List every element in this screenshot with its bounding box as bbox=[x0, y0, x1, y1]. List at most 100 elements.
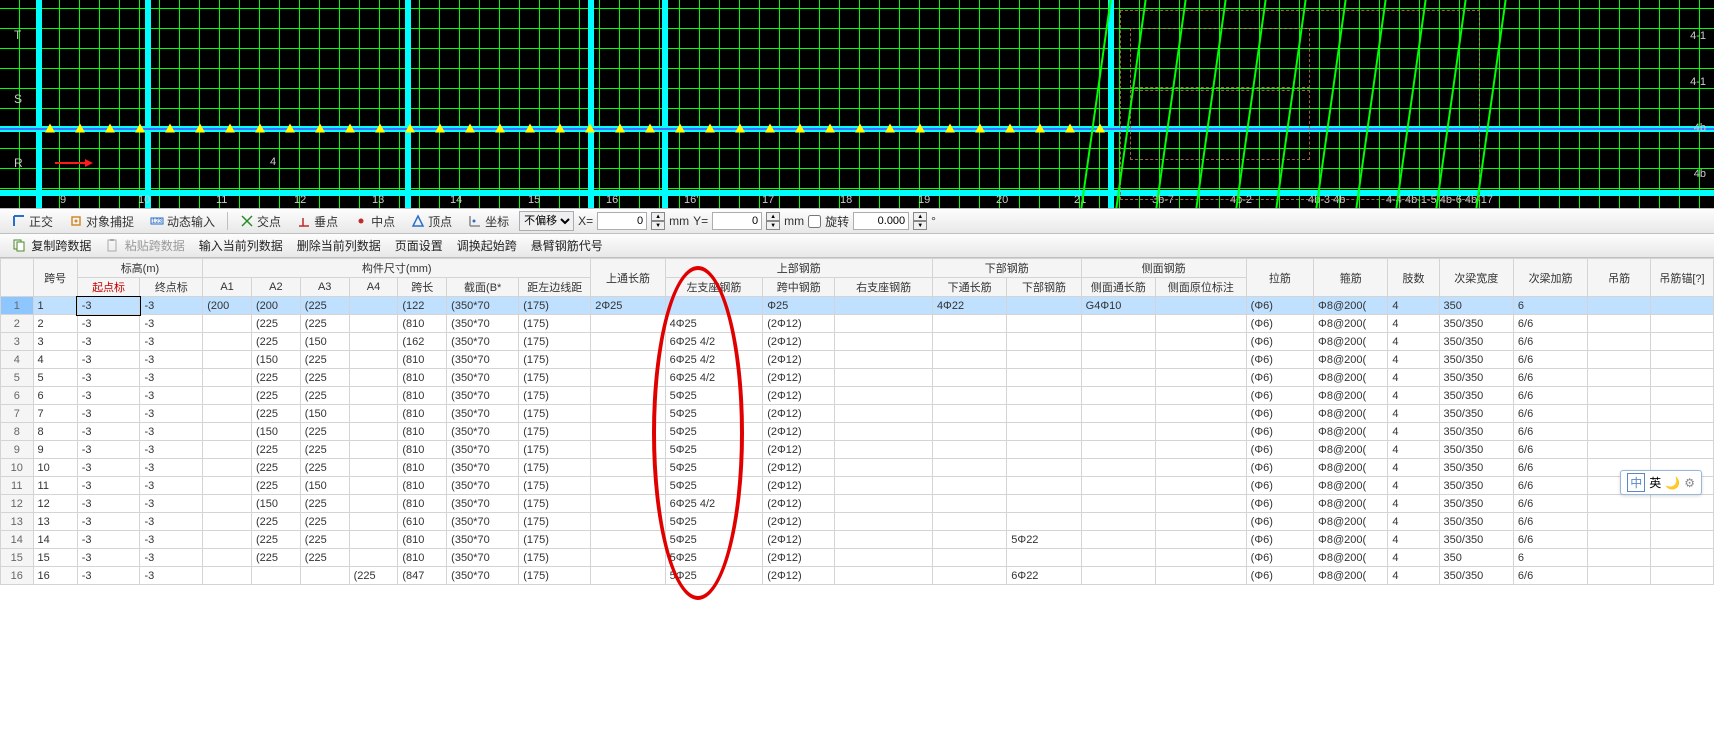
table-row[interactable]: 33-3-3(225(150(162(350*70(175)6Φ25 4/2(2… bbox=[1, 333, 1714, 351]
cell[interactable]: (175) bbox=[519, 297, 591, 315]
cell[interactable] bbox=[1156, 387, 1247, 405]
cell[interactable] bbox=[1156, 333, 1247, 351]
cell[interactable]: 16 bbox=[33, 567, 77, 585]
cell[interactable] bbox=[932, 387, 1006, 405]
cell[interactable]: (225 bbox=[300, 531, 349, 549]
cell[interactable]: (350*70 bbox=[447, 495, 519, 513]
cell[interactable]: 3 bbox=[33, 333, 77, 351]
cell[interactable] bbox=[1007, 441, 1081, 459]
cell[interactable]: -3 bbox=[140, 459, 203, 477]
cell[interactable]: -3 bbox=[77, 459, 140, 477]
cell[interactable]: -3 bbox=[77, 567, 140, 585]
cell[interactable]: -3 bbox=[77, 495, 140, 513]
cell[interactable]: (175) bbox=[519, 423, 591, 441]
table-row[interactable]: 66-3-3(225(225(810(350*70(175)5Φ25(2Φ12)… bbox=[1, 387, 1714, 405]
cell[interactable]: 6/6 bbox=[1513, 531, 1587, 549]
col-edgedist[interactable]: 距左边线距 bbox=[519, 278, 591, 297]
x-input[interactable] bbox=[597, 212, 647, 230]
cell[interactable] bbox=[835, 351, 933, 369]
copy-span-button[interactable]: 复制跨数据 bbox=[6, 235, 97, 256]
col-stirrup[interactable]: 箍筋 bbox=[1314, 259, 1388, 297]
cell[interactable] bbox=[1651, 423, 1714, 441]
cell[interactable]: (175) bbox=[519, 495, 591, 513]
cell[interactable]: (2Φ12) bbox=[763, 351, 835, 369]
cell[interactable] bbox=[1588, 297, 1651, 315]
cell[interactable]: (175) bbox=[519, 459, 591, 477]
cell[interactable]: -3 bbox=[140, 441, 203, 459]
cell[interactable]: 4 bbox=[1388, 387, 1439, 405]
cell[interactable] bbox=[349, 549, 398, 567]
cell[interactable]: 6/6 bbox=[1513, 477, 1587, 495]
cell[interactable]: (810 bbox=[398, 459, 447, 477]
cell[interactable] bbox=[1081, 567, 1155, 585]
cell[interactable] bbox=[1007, 333, 1081, 351]
cell[interactable]: 350 bbox=[1439, 297, 1513, 315]
cell[interactable]: (225 bbox=[251, 441, 300, 459]
x-down[interactable]: ▼ bbox=[651, 221, 665, 230]
cell[interactable]: (810 bbox=[398, 387, 447, 405]
cell[interactable]: -3 bbox=[77, 549, 140, 567]
cell[interactable]: 7 bbox=[33, 405, 77, 423]
col-midspan[interactable]: 跨中钢筋 bbox=[763, 278, 835, 297]
col-tie[interactable]: 拉筋 bbox=[1246, 259, 1313, 297]
cell[interactable] bbox=[1007, 405, 1081, 423]
cell[interactable]: (225 bbox=[300, 549, 349, 567]
col-sideannot[interactable]: 侧面原位标注 bbox=[1156, 278, 1247, 297]
cell[interactable] bbox=[1588, 333, 1651, 351]
cell[interactable] bbox=[1007, 459, 1081, 477]
span-adjust-button[interactable]: 调换起始跨 bbox=[451, 235, 523, 256]
cell[interactable]: 4Φ25 bbox=[665, 315, 763, 333]
cell[interactable]: (122 bbox=[398, 297, 447, 315]
cell[interactable] bbox=[1156, 405, 1247, 423]
cell[interactable] bbox=[591, 567, 665, 585]
cell[interactable] bbox=[1156, 495, 1247, 513]
cell[interactable]: -3 bbox=[77, 333, 140, 351]
cell[interactable] bbox=[1007, 513, 1081, 531]
cell[interactable]: (2Φ12) bbox=[763, 513, 835, 531]
cell[interactable] bbox=[1651, 513, 1714, 531]
cell[interactable]: Φ8@200( bbox=[1314, 549, 1388, 567]
cell[interactable] bbox=[591, 477, 665, 495]
cell[interactable]: (350*70 bbox=[447, 405, 519, 423]
cell[interactable]: (200 bbox=[203, 297, 252, 315]
cell[interactable]: (175) bbox=[519, 405, 591, 423]
row-number[interactable]: 4 bbox=[1, 351, 34, 369]
row-number[interactable]: 15 bbox=[1, 549, 34, 567]
cell[interactable]: (150 bbox=[300, 333, 349, 351]
cell[interactable] bbox=[1156, 297, 1247, 315]
cell[interactable] bbox=[932, 369, 1006, 387]
cell[interactable]: (2Φ12) bbox=[763, 459, 835, 477]
cell[interactable] bbox=[349, 513, 398, 531]
cell[interactable]: (225 bbox=[300, 459, 349, 477]
cell[interactable]: -3 bbox=[140, 333, 203, 351]
col-botfull[interactable]: 下通长筋 bbox=[932, 278, 1006, 297]
cell[interactable]: -3 bbox=[77, 477, 140, 495]
cell[interactable]: (350*70 bbox=[447, 531, 519, 549]
cell[interactable]: Φ8@200( bbox=[1314, 567, 1388, 585]
cell[interactable] bbox=[835, 513, 933, 531]
cell[interactable]: Φ25 bbox=[763, 297, 835, 315]
cell[interactable]: 6Φ25 4/2 bbox=[665, 369, 763, 387]
cell[interactable]: (162 bbox=[398, 333, 447, 351]
table-row[interactable]: 99-3-3(225(225(810(350*70(175)5Φ25(2Φ12)… bbox=[1, 441, 1714, 459]
cell[interactable] bbox=[835, 315, 933, 333]
row-number[interactable]: 13 bbox=[1, 513, 34, 531]
cell[interactable]: (2Φ12) bbox=[763, 441, 835, 459]
cell[interactable]: 6/6 bbox=[1513, 495, 1587, 513]
cell[interactable] bbox=[1651, 531, 1714, 549]
cell[interactable]: 8 bbox=[33, 423, 77, 441]
cell[interactable] bbox=[1007, 369, 1081, 387]
cell[interactable] bbox=[1588, 405, 1651, 423]
cell[interactable] bbox=[932, 477, 1006, 495]
cell[interactable]: Φ8@200( bbox=[1314, 351, 1388, 369]
col-hangeranchor[interactable]: 吊筋锚[?] bbox=[1651, 259, 1714, 297]
cell[interactable]: (225 bbox=[349, 567, 398, 585]
page-setup-button[interactable]: 页面设置 bbox=[389, 235, 449, 256]
cell[interactable] bbox=[591, 405, 665, 423]
cell[interactable]: (350*70 bbox=[447, 477, 519, 495]
cell[interactable]: -3 bbox=[77, 405, 140, 423]
cell[interactable] bbox=[932, 549, 1006, 567]
row-number[interactable]: 3 bbox=[1, 333, 34, 351]
cell[interactable]: (225 bbox=[251, 477, 300, 495]
cell[interactable] bbox=[1651, 441, 1714, 459]
